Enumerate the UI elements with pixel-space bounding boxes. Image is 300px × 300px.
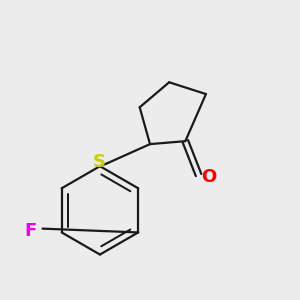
Text: O: O (201, 167, 217, 185)
Text: S: S (93, 153, 106, 171)
Text: F: F (25, 222, 37, 240)
